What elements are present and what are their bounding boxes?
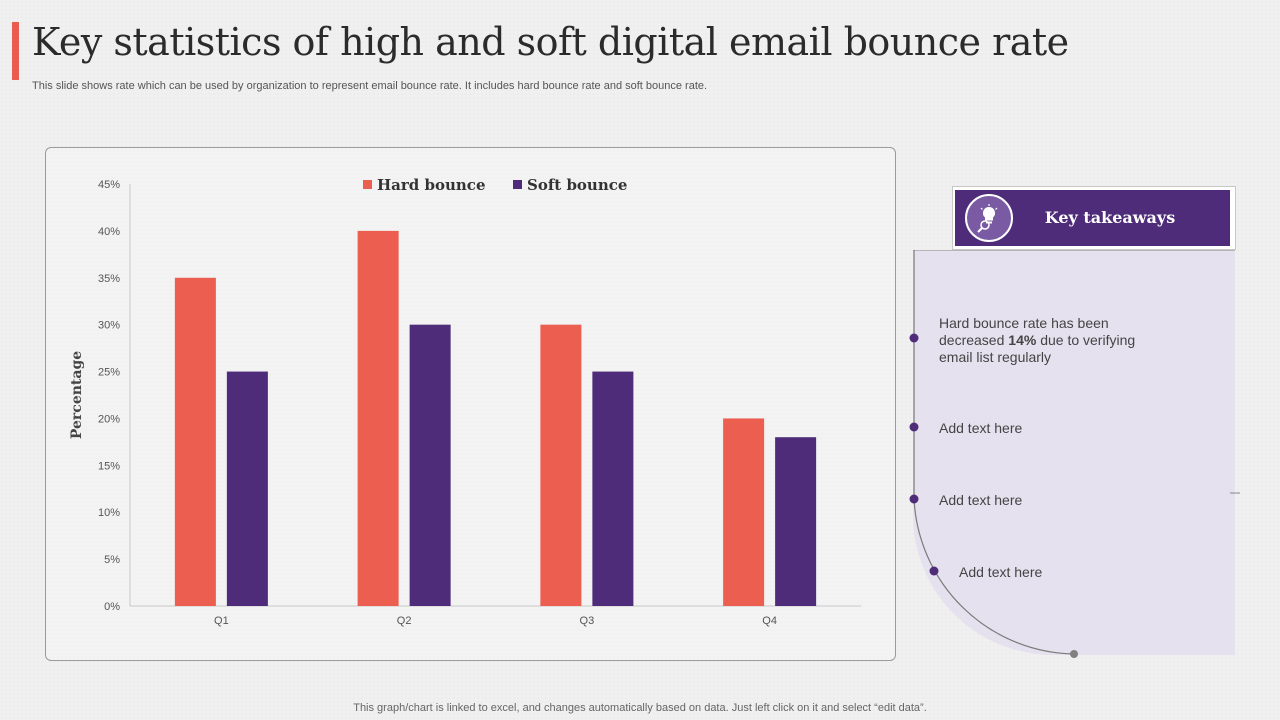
footer-note: This graph/chart is linked to excel, and… [353,702,927,714]
takeaway-item-2: Add text here [939,420,1023,436]
timeline-curve [913,250,1075,655]
y-tick-label: 10% [98,507,120,519]
lightbulb-magnifier-icon [965,194,1013,242]
takeaway-item-3: Add text here [939,492,1023,508]
bar-hard-q4 [723,418,765,606]
bar-hard-q1 [174,277,216,606]
panel-divider [913,250,1235,251]
y-tick-label: 5% [104,554,120,566]
legend-swatch-soft [513,180,522,189]
legend-label-soft: Soft bounce [527,176,627,194]
takeaway-item-1: Hard bounce rate has been decreased 14% … [939,315,1136,365]
bar-hard-q2 [357,230,399,606]
timeline-dot-2 [909,422,919,432]
takeaways-title: Key takeaways [1044,208,1176,227]
y-axis-label: Percentage [69,351,85,439]
timeline-dot-4 [929,566,939,576]
legend-label-hard: Hard bounce [377,176,486,194]
y-tick-label: 45% [98,179,120,191]
bar-chart[interactable]: 0% 5% 10% 15% 20% 25% 30% 35% 40% 45% Percentage Q1… [46,148,895,660]
timeline-end-dot [1070,650,1078,658]
x-tick-label: Q1 [214,615,229,627]
page-subtitle: This slide shows rate which can be used … [32,80,708,92]
y-tick-label: 35% [98,273,120,285]
legend-swatch-hard [363,180,372,189]
takeaway-item-4: Add text here [959,564,1043,580]
y-tick-label: 30% [98,320,120,332]
y-tick-label: 25% [98,367,120,379]
timeline-dot-1 [909,333,919,343]
title-accent-bar [12,22,19,80]
page-title: Key statistics of high and soft digital … [32,20,1069,64]
bar-soft-q3 [592,371,634,606]
y-tick-label: 15% [98,460,120,472]
x-tick-label: Q2 [397,615,412,627]
chart-container[interactable]: 0% 5% 10% 15% 20% 25% 30% 35% 40% 45% Percentage Q1… [45,147,896,661]
timeline-dot-3 [909,494,919,504]
bar-hard-q3 [540,324,582,606]
takeaways-panel [913,250,1235,655]
y-tick-label: 40% [98,226,120,238]
bar-soft-q2 [409,324,451,606]
bar-soft-q4 [775,437,817,606]
y-tick-label: 20% [98,413,120,425]
x-tick-label: Q3 [580,615,595,627]
x-tick-label: Q4 [762,615,777,627]
y-tick-label: 0% [104,601,120,613]
bar-soft-q1 [226,371,268,606]
